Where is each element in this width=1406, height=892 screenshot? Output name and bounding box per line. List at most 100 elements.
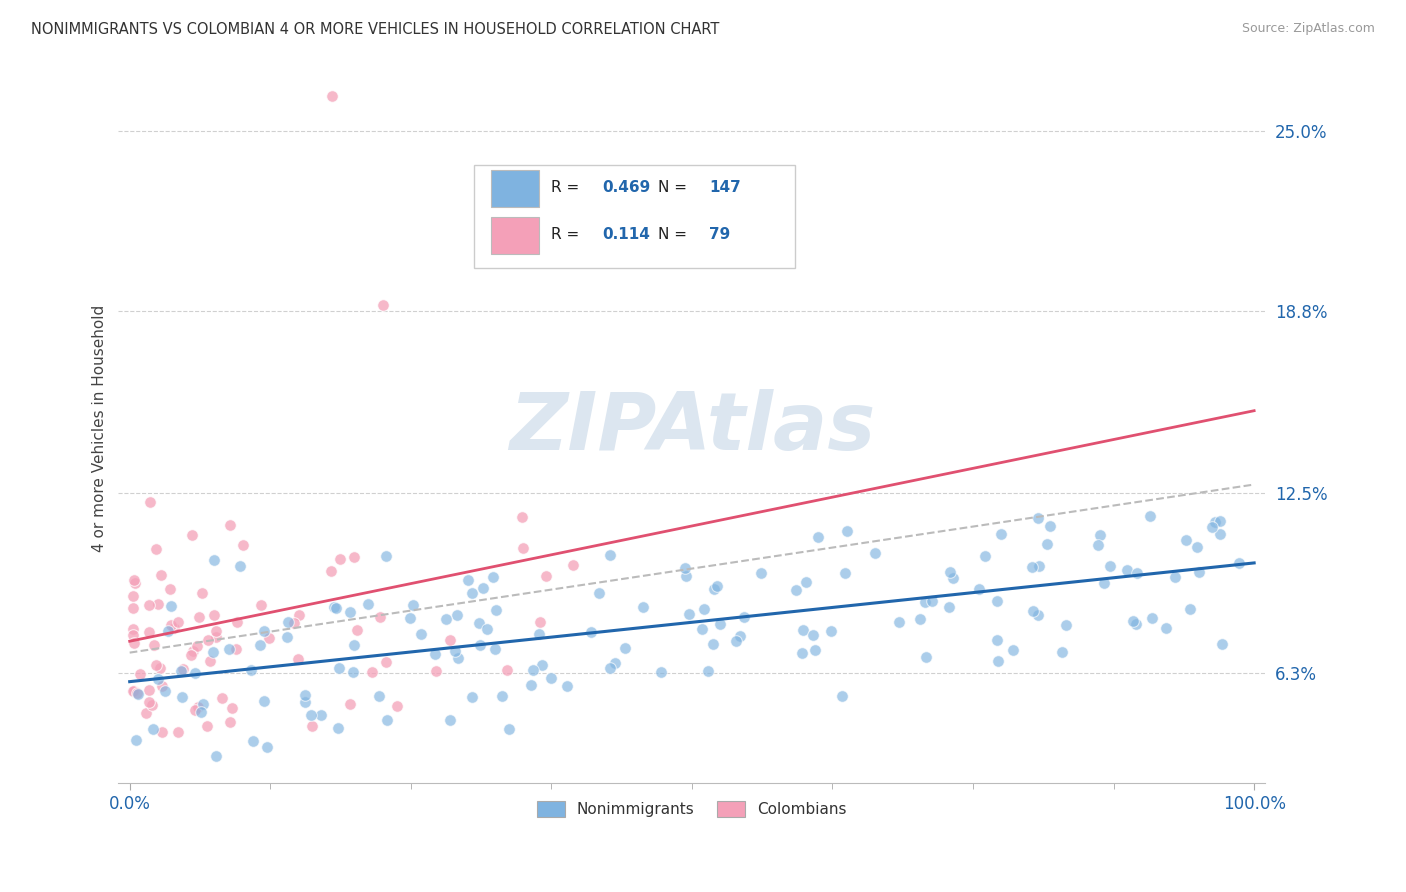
Point xyxy=(434,612,457,626)
Point xyxy=(967,582,990,597)
Point xyxy=(221,701,243,715)
Point xyxy=(249,638,271,652)
Point xyxy=(522,663,544,677)
Point xyxy=(529,615,551,629)
Point xyxy=(491,689,513,703)
Point xyxy=(804,643,827,657)
Point xyxy=(561,558,583,573)
Point xyxy=(253,624,276,639)
Point xyxy=(242,733,264,747)
Point xyxy=(399,611,422,625)
Point xyxy=(605,656,627,670)
Point xyxy=(484,642,506,657)
Point xyxy=(425,664,447,678)
Point xyxy=(1164,570,1187,584)
Point xyxy=(831,690,853,704)
Point xyxy=(218,641,240,656)
Point xyxy=(1022,603,1045,617)
Point xyxy=(387,699,409,714)
Point xyxy=(122,636,145,650)
Point xyxy=(914,595,936,609)
Point xyxy=(205,630,228,644)
Text: 147: 147 xyxy=(709,180,741,194)
Text: 0.114: 0.114 xyxy=(602,227,651,242)
Point xyxy=(1209,526,1232,541)
Point xyxy=(122,628,145,642)
Point xyxy=(148,597,170,611)
Point xyxy=(790,646,813,660)
Point xyxy=(1054,617,1077,632)
Point xyxy=(599,548,621,562)
Point xyxy=(439,714,461,728)
Point xyxy=(202,552,225,566)
Point xyxy=(343,638,366,652)
Point xyxy=(368,690,391,704)
Point xyxy=(153,684,176,698)
FancyBboxPatch shape xyxy=(474,165,796,268)
Text: 79: 79 xyxy=(709,227,730,242)
Point xyxy=(690,623,713,637)
Point xyxy=(191,586,214,600)
Point xyxy=(423,647,446,661)
Point xyxy=(439,633,461,648)
Point xyxy=(374,656,396,670)
Point xyxy=(375,713,398,727)
Point xyxy=(138,695,160,709)
Point xyxy=(321,89,343,103)
Point xyxy=(357,597,380,611)
Point xyxy=(915,650,938,665)
Point xyxy=(1188,565,1211,579)
Point xyxy=(186,639,208,653)
FancyBboxPatch shape xyxy=(491,217,540,254)
Point xyxy=(1098,558,1121,573)
Point xyxy=(138,625,160,640)
Point xyxy=(142,639,165,653)
Point xyxy=(520,678,543,692)
Point xyxy=(555,679,578,693)
Point xyxy=(180,648,202,662)
FancyBboxPatch shape xyxy=(491,170,540,207)
Point xyxy=(368,609,391,624)
Point xyxy=(461,690,484,705)
Point xyxy=(1021,559,1043,574)
Point xyxy=(1140,611,1163,625)
Point xyxy=(135,706,157,720)
Point xyxy=(579,624,602,639)
Point xyxy=(444,643,467,657)
Legend: Nonimmigrants, Colombians: Nonimmigrants, Colombians xyxy=(530,794,855,825)
Point xyxy=(311,707,333,722)
Point xyxy=(785,582,807,597)
Point xyxy=(122,622,145,636)
Point xyxy=(190,705,212,719)
Point xyxy=(709,617,731,632)
Point xyxy=(468,615,491,630)
Point xyxy=(1028,559,1050,574)
Point xyxy=(149,661,172,675)
Point xyxy=(703,582,725,596)
Point xyxy=(276,631,298,645)
Point xyxy=(470,638,492,652)
Point xyxy=(974,549,997,564)
Point xyxy=(219,714,242,729)
Point xyxy=(253,694,276,708)
Point xyxy=(225,641,247,656)
Point xyxy=(1201,520,1223,534)
Point xyxy=(498,723,520,737)
Point xyxy=(294,688,316,702)
Point xyxy=(150,567,173,582)
Point xyxy=(1038,519,1060,533)
Point xyxy=(1122,614,1144,628)
Point xyxy=(1035,537,1057,551)
Point xyxy=(225,615,247,629)
Point xyxy=(921,593,943,607)
Point xyxy=(205,748,228,763)
Point xyxy=(198,654,221,668)
Point xyxy=(484,603,506,617)
Point xyxy=(122,684,145,698)
Point xyxy=(1028,608,1050,623)
Point xyxy=(191,697,214,711)
Point xyxy=(152,725,174,739)
Point xyxy=(835,524,858,539)
Point xyxy=(181,528,204,542)
Point xyxy=(184,665,207,680)
